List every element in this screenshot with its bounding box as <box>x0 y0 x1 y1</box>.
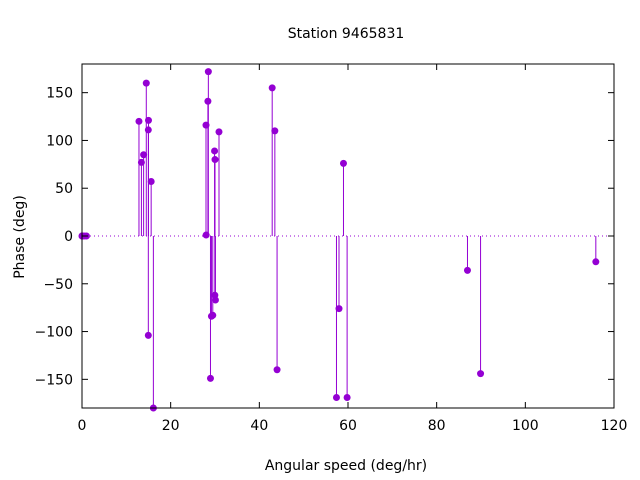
x-tick-label: 0 <box>78 418 87 434</box>
x-tick-label: 120 <box>601 418 628 434</box>
x-axis-title: Angular speed (deg/hr) <box>265 458 427 474</box>
x-tick-label: 80 <box>428 418 446 434</box>
x-tick-label: 60 <box>339 418 357 434</box>
data-point <box>211 147 219 155</box>
y-tick-label: 0 <box>64 229 73 245</box>
y-tick-label: 100 <box>46 133 73 149</box>
data-point <box>144 331 152 339</box>
y-tick-label: −150 <box>35 372 73 388</box>
data-point <box>477 370 485 378</box>
data-point <box>211 296 219 304</box>
data-point <box>142 79 150 87</box>
data-point <box>206 374 214 382</box>
data-point <box>147 178 155 186</box>
x-tick-label: 20 <box>162 418 180 434</box>
data-point <box>204 68 212 76</box>
chart-title: Station 9465831 <box>288 26 405 42</box>
y-tick-label: −50 <box>43 277 73 293</box>
plot-area <box>78 68 614 412</box>
x-tick-label: 40 <box>250 418 268 434</box>
x-tick-label: 100 <box>512 418 539 434</box>
data-point <box>209 311 217 319</box>
data-point <box>332 393 340 401</box>
data-point <box>343 393 351 401</box>
data-point <box>135 117 143 125</box>
data-point <box>335 305 343 313</box>
data-point <box>271 127 279 135</box>
data-point <box>145 116 152 124</box>
data-point <box>211 156 219 164</box>
y-tick-label: 150 <box>46 86 73 102</box>
y-axis-title: Phase (deg) <box>12 195 28 279</box>
data-point <box>592 258 600 266</box>
y-tick-label: −100 <box>35 325 73 341</box>
data-point <box>268 84 276 92</box>
data-point <box>215 128 223 136</box>
data-point <box>463 266 471 274</box>
data-point <box>339 159 347 167</box>
data-point <box>273 366 281 374</box>
data-point <box>140 151 148 159</box>
axes: 0 20 40 60 80 100 120 −150 −100 −50 0 50 100 150 <box>35 63 628 434</box>
y-tick-label: 50 <box>55 181 73 197</box>
